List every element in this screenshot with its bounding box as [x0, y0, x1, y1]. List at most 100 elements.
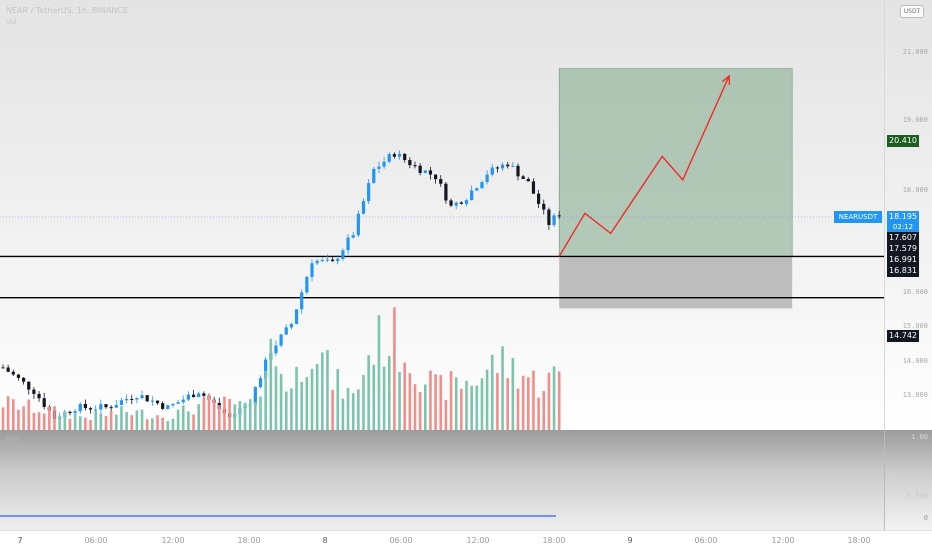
time-label: 18:00 [847, 536, 871, 545]
candle-body [176, 402, 180, 404]
candle-body [264, 359, 268, 379]
candle-body [289, 323, 293, 328]
volume-bar [94, 411, 97, 430]
volume-bar [470, 385, 473, 430]
candle-body [490, 167, 494, 175]
candle-body [125, 399, 129, 401]
candle-body [454, 202, 458, 206]
candle-body [320, 260, 324, 262]
volume-bar [547, 372, 551, 430]
volume-bar [181, 405, 185, 430]
volume-bar [506, 378, 509, 430]
volume-bar [357, 389, 360, 430]
volume-bar [22, 406, 25, 430]
time-label: 06:00 [389, 536, 413, 545]
candle-body [11, 371, 15, 375]
price-scale[interactable]: USDT 21.000 19.000 18.000 16.000 15.000 … [884, 0, 932, 430]
volume-bar [511, 358, 515, 430]
time-label: 7 [17, 536, 23, 545]
candle-body [485, 174, 489, 183]
candle-body [372, 168, 376, 184]
candle-body [181, 399, 185, 403]
time-label: 12:00 [466, 536, 490, 545]
osc-tick: 1.00 [911, 433, 928, 441]
volume-bar [315, 363, 319, 430]
candle-body [356, 213, 360, 236]
price-chart-svg [0, 68, 884, 430]
volume-bar [537, 397, 540, 430]
level-badge: 17.579 [887, 243, 919, 255]
candle-body [68, 411, 72, 414]
candle-body [552, 215, 556, 225]
volume-bar [372, 364, 376, 430]
candle-body [37, 393, 41, 399]
volume-bar [527, 377, 530, 430]
volume-bar [393, 307, 396, 430]
time-label: 9 [627, 536, 633, 545]
projection-path [558, 75, 730, 257]
candle-body [294, 309, 299, 324]
candle-body [191, 394, 196, 398]
volume-bar [480, 378, 484, 430]
candle-body [470, 190, 474, 201]
candle-body [511, 165, 515, 167]
volume-bar [228, 398, 231, 430]
price-chart-pane[interactable]: NEAR / TetherUS, 1h, BINANCE Vol [0, 0, 884, 430]
volume-bar [89, 419, 92, 430]
volume-bar [125, 412, 128, 430]
volume-bar [444, 399, 448, 430]
volume-bar [223, 396, 226, 430]
level-badge: 14.742 [887, 330, 919, 342]
oscillator-pane[interactable]: RSI [0, 430, 884, 530]
oscillator-title: RSI [6, 436, 18, 444]
volume-bar [53, 406, 56, 430]
volume-bar [171, 418, 175, 430]
time-label: 12:00 [771, 536, 795, 545]
candle-body [161, 403, 165, 409]
candle-body [32, 389, 36, 394]
candle-body [557, 215, 561, 217]
price-tick: 19.000 [902, 116, 928, 124]
candle-body [1, 367, 5, 369]
volume-bar [521, 375, 525, 430]
candle-body [464, 200, 469, 204]
candle-body [315, 260, 319, 264]
oscillator-svg [0, 515, 556, 517]
volume-bar [192, 414, 195, 430]
candle-body [397, 153, 402, 157]
volume-bar [341, 398, 345, 430]
volume-bar [408, 373, 412, 430]
candle-body [99, 404, 103, 410]
volume-bar [295, 366, 298, 430]
volume-bar [115, 414, 118, 430]
candle-body [140, 395, 144, 399]
oscillator-scale[interactable]: 1.00 0.500 0 [884, 430, 932, 530]
volume-bar [58, 415, 61, 430]
time-label: 8 [322, 536, 328, 545]
volume-bar [166, 421, 170, 430]
volume-bar [305, 376, 309, 430]
candle-body [361, 201, 366, 214]
volume-bar [290, 388, 293, 430]
volume-bar [207, 394, 211, 430]
time-axis[interactable]: 7 06:00 12:00 18:00 8 06:00 12:00 18:00 … [0, 530, 932, 550]
candle-body [135, 398, 139, 400]
candle-body [439, 179, 443, 184]
candle-body [83, 403, 87, 409]
candle-body [145, 395, 149, 402]
candle-body [27, 381, 31, 390]
volume-bar [254, 401, 257, 430]
symbol-price-tag: NEARUSDT [834, 211, 882, 223]
candle-body [377, 166, 381, 169]
candle-body [403, 153, 407, 161]
volume-bar [84, 417, 87, 430]
candle-body [300, 292, 304, 310]
candle-body [537, 193, 541, 204]
volume-bar [120, 406, 123, 430]
candle-body [475, 188, 479, 191]
candle-body [408, 160, 412, 166]
currency-chip[interactable]: USDT [900, 5, 924, 18]
volume-bar [382, 366, 386, 430]
countdown-badge: 02:12 [887, 221, 919, 233]
volume-bar [269, 338, 273, 430]
